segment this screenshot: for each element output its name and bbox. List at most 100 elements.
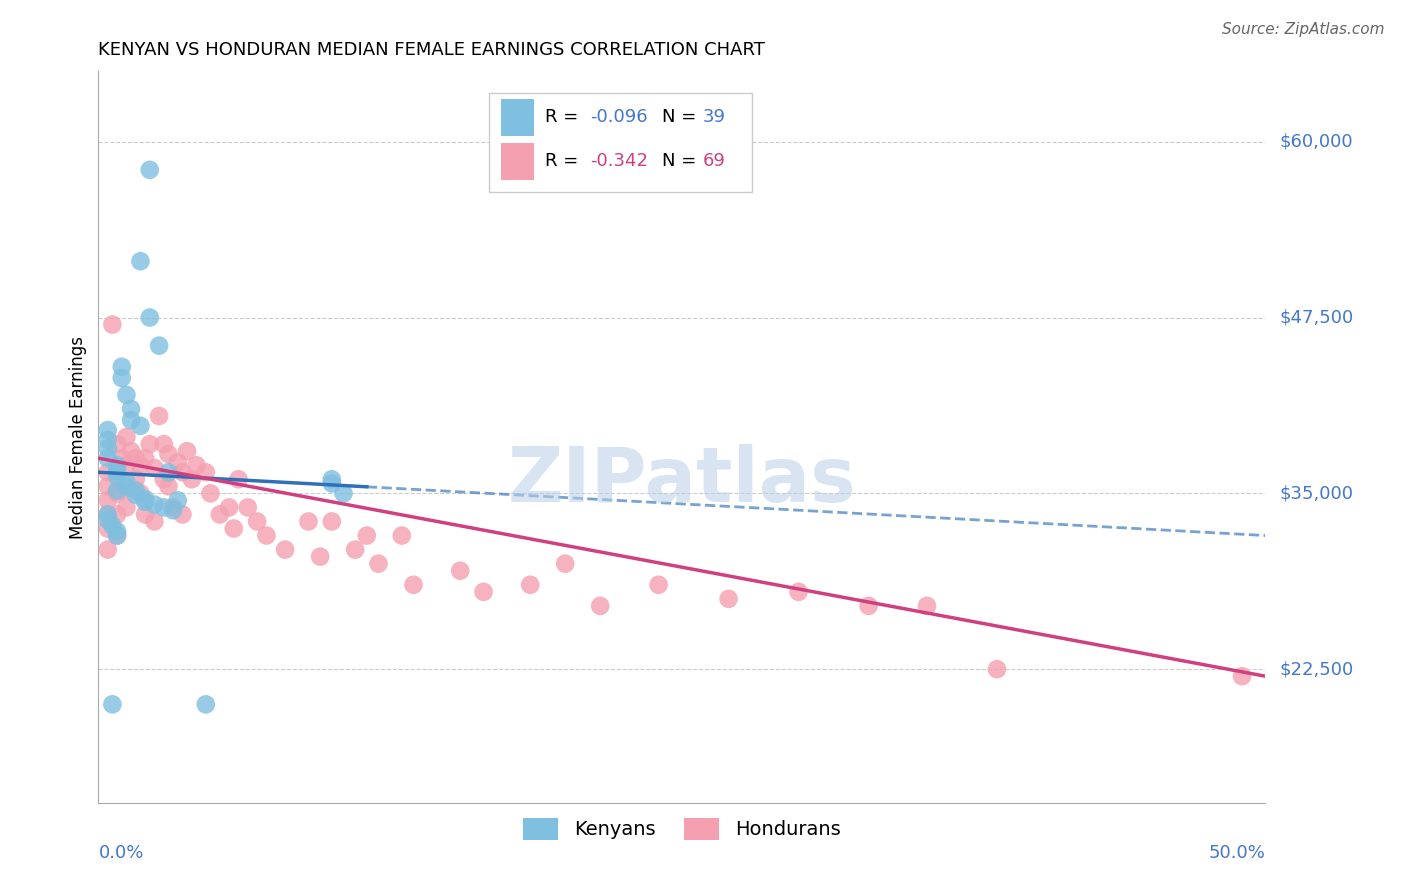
- Point: [115, 479, 138, 493]
- Point: [97, 508, 120, 522]
- Point: [157, 479, 180, 493]
- Point: [449, 564, 471, 578]
- Point: [166, 455, 188, 469]
- Point: [97, 442, 120, 456]
- Point: [519, 578, 541, 592]
- Point: [101, 518, 124, 533]
- Point: [125, 483, 148, 498]
- Point: [139, 437, 162, 451]
- Point: [554, 557, 576, 571]
- Point: [111, 451, 134, 466]
- Point: [986, 662, 1008, 676]
- Text: 39: 39: [703, 109, 725, 127]
- Point: [148, 338, 170, 352]
- Point: [129, 254, 152, 268]
- Point: [787, 584, 810, 599]
- Point: [125, 451, 148, 466]
- Point: [152, 437, 174, 451]
- Point: [129, 458, 152, 473]
- Point: [152, 472, 174, 486]
- Point: [367, 557, 389, 571]
- Point: [139, 310, 162, 325]
- Legend: Kenyans, Hondurans: Kenyans, Hondurans: [516, 810, 848, 848]
- Point: [105, 524, 128, 539]
- Point: [101, 318, 124, 332]
- Text: KENYAN VS HONDURAN MEDIAN FEMALE EARNINGS CORRELATION CHART: KENYAN VS HONDURAN MEDIAN FEMALE EARNING…: [98, 41, 765, 59]
- Point: [647, 578, 669, 592]
- Point: [321, 476, 343, 491]
- Point: [115, 458, 138, 473]
- Point: [134, 451, 156, 466]
- Text: N =: N =: [662, 153, 702, 170]
- Text: $22,500: $22,500: [1279, 660, 1354, 678]
- Point: [97, 423, 120, 437]
- Point: [105, 458, 128, 473]
- Point: [105, 469, 128, 483]
- FancyBboxPatch shape: [489, 94, 752, 192]
- Point: [120, 413, 142, 427]
- Point: [129, 418, 152, 433]
- Point: [111, 359, 134, 374]
- Point: [194, 698, 217, 712]
- Text: -0.096: -0.096: [589, 109, 647, 127]
- Point: [125, 488, 148, 502]
- Text: 69: 69: [703, 153, 725, 170]
- Point: [200, 486, 222, 500]
- Point: [105, 528, 128, 542]
- Point: [97, 542, 120, 557]
- Y-axis label: Median Female Earnings: Median Female Earnings: [69, 335, 87, 539]
- Point: [134, 508, 156, 522]
- Text: 50.0%: 50.0%: [1209, 845, 1265, 863]
- Point: [148, 409, 170, 423]
- Point: [105, 486, 128, 500]
- Point: [115, 430, 138, 444]
- Point: [97, 508, 120, 522]
- Point: [97, 433, 120, 447]
- Text: R =: R =: [546, 153, 585, 170]
- Point: [391, 528, 413, 542]
- Point: [134, 491, 156, 506]
- Point: [309, 549, 332, 564]
- Point: [143, 498, 166, 512]
- Text: -0.342: -0.342: [589, 153, 648, 170]
- Point: [157, 447, 180, 461]
- Point: [162, 503, 184, 517]
- Point: [97, 451, 120, 466]
- Point: [97, 521, 120, 535]
- Point: [256, 528, 278, 542]
- Point: [194, 465, 217, 479]
- Point: [105, 528, 128, 542]
- Text: $35,000: $35,000: [1279, 484, 1354, 502]
- Point: [143, 461, 166, 475]
- Point: [222, 521, 245, 535]
- Text: $47,500: $47,500: [1279, 309, 1354, 326]
- Point: [157, 465, 180, 479]
- Point: [143, 515, 166, 529]
- Bar: [501, 99, 534, 136]
- Point: [180, 472, 202, 486]
- Point: [236, 500, 259, 515]
- Point: [332, 486, 354, 500]
- Text: $60,000: $60,000: [1279, 133, 1353, 151]
- Point: [139, 162, 162, 177]
- Text: ZIPatlas: ZIPatlas: [508, 444, 856, 518]
- Point: [1230, 669, 1253, 683]
- Point: [228, 472, 250, 486]
- Point: [246, 515, 269, 529]
- Point: [97, 479, 120, 493]
- Point: [717, 591, 740, 606]
- Point: [120, 401, 142, 416]
- Point: [176, 444, 198, 458]
- Point: [218, 500, 240, 515]
- Bar: [501, 143, 534, 179]
- Point: [472, 584, 495, 599]
- Point: [125, 472, 148, 486]
- Point: [589, 599, 612, 613]
- Point: [162, 500, 184, 515]
- Point: [208, 508, 231, 522]
- Point: [101, 698, 124, 712]
- Point: [120, 444, 142, 458]
- Point: [105, 483, 128, 498]
- Point: [111, 371, 134, 385]
- Point: [105, 464, 128, 478]
